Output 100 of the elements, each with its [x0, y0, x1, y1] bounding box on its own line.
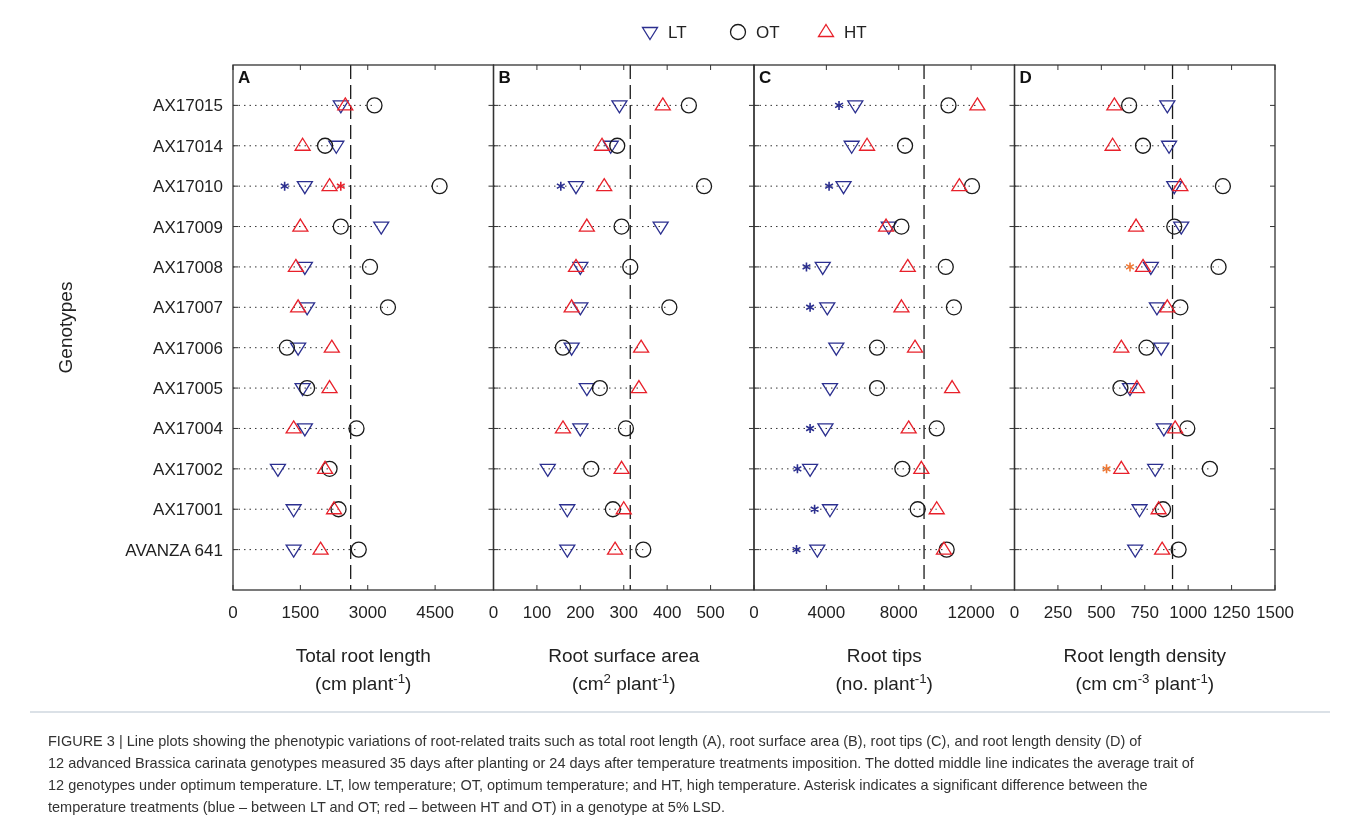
point — [1210, 258, 1227, 276]
point — [332, 218, 349, 235]
point — [1127, 218, 1145, 232]
point — [695, 178, 713, 195]
point — [285, 504, 302, 518]
point — [1106, 97, 1123, 111]
point — [617, 420, 635, 437]
point — [330, 501, 347, 518]
x-tick-label: 500 — [1087, 603, 1116, 622]
legend-label: HT — [844, 23, 867, 42]
point — [602, 140, 619, 154]
point — [379, 299, 397, 316]
point — [821, 382, 839, 397]
point — [554, 339, 572, 356]
x-tick-label: 8000 — [879, 603, 918, 622]
point — [1166, 181, 1183, 195]
point — [896, 137, 914, 154]
point — [294, 382, 311, 397]
point — [632, 339, 650, 353]
point — [909, 501, 926, 518]
point — [937, 258, 954, 276]
point — [613, 460, 630, 474]
x-tick-label: 500 — [696, 603, 725, 622]
point — [654, 97, 671, 111]
point — [298, 379, 316, 397]
point — [1153, 342, 1170, 356]
point — [332, 100, 349, 114]
point — [858, 137, 876, 151]
point — [287, 258, 305, 273]
point — [899, 258, 916, 273]
point — [819, 302, 836, 316]
x-axis-title: Root length density (cm cm$^{-3}$ plant$^{-1}$) — [1063, 645, 1227, 694]
chart-title: A — [238, 68, 251, 87]
point — [321, 379, 338, 394]
point — [969, 97, 986, 111]
x-tick-label: 1000 — [1169, 603, 1208, 622]
point — [834, 100, 844, 111]
point — [613, 218, 630, 235]
caption: FIGURE 3 | Line plots showing the phenotypic variations of root-related traits such as total root length (A), root surface area (B), root tips (C), and root length density (D) of 12 advanced Brassica carinata genotypes measured 35 days after planting or 24 days after temperature treatments imposition. The dotted middle line indicates the average trait of 12 genotypes under optimum temperature. LT, low temperature; OT, optimum temperature; and HT, high temperature. Asterisk indicates a significant difference between the temperature treatments (blue – between LT and OT; red – between HT and OT) in a genotype at 5% LSD. — [48, 733, 1195, 815]
point — [1160, 140, 1178, 154]
point — [630, 379, 648, 394]
point — [943, 379, 961, 394]
point — [809, 544, 826, 558]
point — [835, 181, 852, 195]
point — [323, 339, 340, 353]
point — [298, 302, 316, 316]
point — [567, 258, 585, 273]
point — [285, 420, 302, 434]
x-tick-label: 1500 — [281, 603, 320, 622]
point — [1214, 178, 1232, 195]
point — [1121, 382, 1139, 397]
point — [824, 180, 834, 192]
point — [1148, 302, 1166, 316]
point — [556, 180, 566, 192]
point — [285, 544, 302, 558]
point — [366, 97, 383, 114]
point — [1138, 339, 1155, 356]
x-tick-label: 400 — [652, 603, 682, 622]
point — [269, 463, 287, 477]
point — [661, 299, 678, 316]
x-axis-title: Total root length (cm plant$^{-1}$) — [295, 645, 431, 694]
y-tick-label: AX17009 — [153, 217, 223, 237]
y-tick-label: AX17007 — [153, 298, 223, 318]
point — [928, 420, 945, 437]
point — [900, 420, 917, 434]
point — [1127, 544, 1144, 558]
point — [1131, 504, 1148, 518]
point — [805, 423, 815, 434]
point — [578, 382, 595, 397]
point — [1166, 218, 1183, 235]
point — [292, 218, 309, 232]
point — [893, 218, 910, 235]
point — [1142, 261, 1159, 276]
x-tick-label: 1500 — [1256, 603, 1294, 622]
point — [1153, 541, 1171, 555]
point — [431, 178, 448, 195]
point — [1172, 178, 1189, 192]
point — [1128, 379, 1146, 394]
point — [1170, 541, 1187, 558]
x-tick-label: 12000 — [947, 603, 995, 622]
x-tick-label: 750 — [1130, 603, 1159, 622]
point — [680, 97, 698, 114]
point — [289, 342, 307, 356]
x-tick-label: 100 — [522, 603, 552, 622]
point — [801, 261, 812, 273]
point — [559, 544, 576, 558]
point — [963, 178, 981, 195]
point — [572, 302, 589, 316]
x-tick-label: 3000 — [348, 603, 387, 622]
point — [296, 423, 314, 437]
legend-label: LT — [668, 23, 687, 42]
y-tick-label: AX17002 — [153, 459, 223, 479]
legend-label: OT — [756, 23, 780, 42]
point — [1104, 137, 1121, 151]
x-tick-label: 4500 — [416, 603, 455, 622]
point — [1125, 261, 1135, 273]
point — [1154, 501, 1172, 518]
chart-title: B — [498, 68, 511, 87]
point — [563, 342, 580, 356]
point — [337, 97, 354, 111]
